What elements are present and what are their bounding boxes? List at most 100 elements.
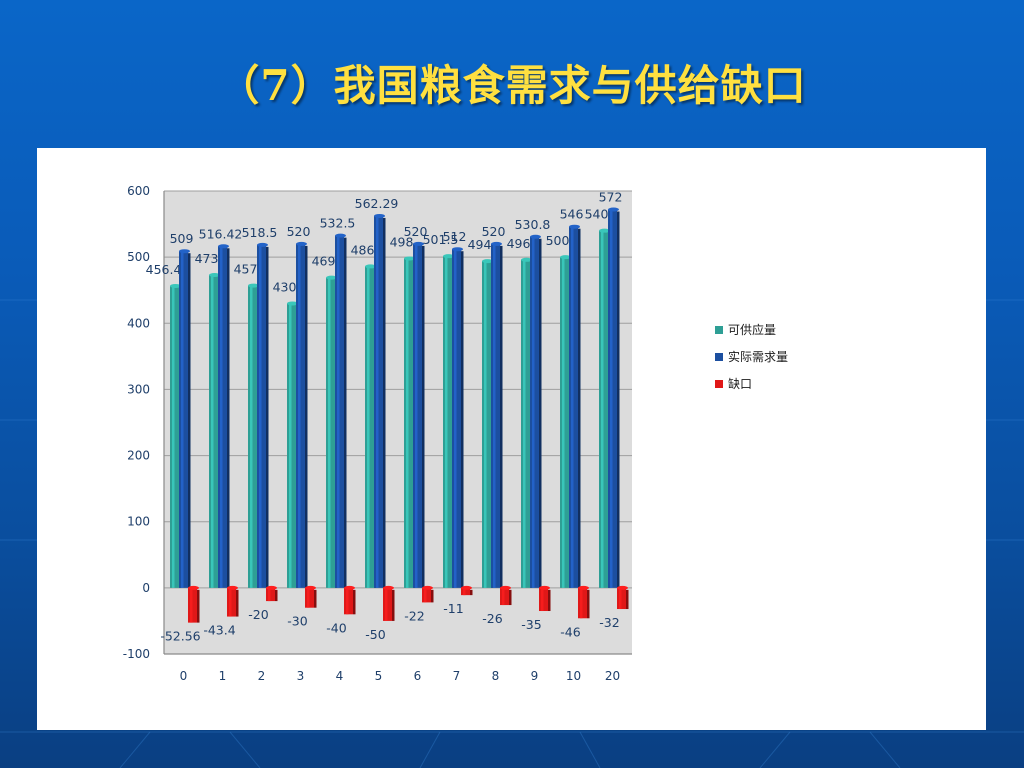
bar-demand-side (539, 238, 542, 588)
data-label-supply: 501.5 (423, 232, 459, 247)
data-label-gap: -43.4 (203, 623, 235, 638)
bar-supply-cap (365, 264, 376, 269)
bar-gap-side (392, 589, 395, 621)
bar-demand-highlight (181, 251, 184, 588)
data-label-supply: 456.44 (146, 262, 190, 277)
data-label-supply: 540 (585, 207, 609, 222)
bar-gap-highlight (502, 587, 505, 606)
bar-demand-side (227, 248, 230, 588)
chart-legend: 可供应量 实际需求量 缺口 (715, 316, 788, 397)
bar-demand-side (500, 245, 503, 588)
x-tick-label: 0 (180, 669, 188, 683)
bar-supply-cap (170, 283, 181, 288)
x-tick-label: 2 (258, 669, 266, 683)
bar-supply-cap (521, 257, 532, 262)
data-label-demand: 509 (170, 231, 194, 246)
legend-item-demand: 实际需求量 (715, 343, 788, 370)
bar-gap-cap (344, 585, 355, 590)
data-label-demand: 572 (599, 190, 623, 205)
data-label-demand: 520 (482, 224, 506, 239)
bar-demand-cap (452, 247, 463, 252)
bar-demand-cap (569, 224, 580, 229)
bar-gap-cap (578, 585, 589, 590)
x-tick-label: 3 (297, 669, 305, 683)
bar-gap-highlight (268, 587, 271, 602)
bar-gap-cap (500, 585, 511, 590)
bar-demand-highlight (454, 249, 457, 588)
bar-gap-cap (422, 585, 433, 590)
bar-demand-cap (335, 233, 346, 238)
x-tick-label: 6 (414, 669, 422, 683)
data-label-gap: -35 (521, 617, 541, 632)
bar-supply-cap (599, 228, 610, 233)
bar-gap-cap (383, 585, 394, 590)
data-label-gap: -11 (443, 601, 463, 616)
x-tick-label: 1 (219, 669, 227, 683)
legend-item-gap: 缺口 (715, 370, 788, 397)
bar-chart: -100 0 100 200 300 400 500 600 0 456.44 509 -52.56 1… (123, 184, 632, 683)
legend-label-gap: 缺口 (728, 377, 753, 391)
bar-gap-highlight (190, 587, 193, 623)
bar-supply-highlight (172, 285, 175, 588)
data-label-gap: -50 (365, 627, 385, 642)
bar-demand-side (266, 246, 269, 588)
bar-supply-highlight (250, 285, 253, 588)
data-label-demand: 518.5 (242, 225, 278, 240)
bar-demand-highlight (259, 244, 262, 588)
bar-supply-cap (443, 254, 454, 259)
x-tick-label: 4 (336, 669, 344, 683)
x-tick-label: 10 (566, 669, 581, 683)
data-label-gap: -52.56 (160, 629, 200, 644)
data-label-demand: 520 (287, 224, 311, 239)
bar-supply-highlight (367, 266, 370, 588)
bar-gap-highlight (541, 587, 544, 612)
legend-item-supply: 可供应量 (715, 316, 788, 343)
bar-demand-highlight (220, 246, 223, 588)
bar-demand-highlight (532, 236, 535, 588)
bar-supply-highlight (328, 277, 331, 588)
bar-demand-side (461, 251, 464, 588)
slide-title: （7）我国粮食需求与供给缺口 (217, 61, 807, 110)
bar-demand-cap (179, 249, 190, 254)
bar-gap-highlight (580, 587, 583, 619)
bar-supply-highlight (601, 230, 604, 588)
y-tick-label: 400 (127, 316, 150, 330)
bar-gap-highlight (424, 587, 427, 603)
bar-gap-side (431, 589, 434, 603)
data-label-demand: 530.8 (515, 217, 551, 232)
bar-supply-highlight (484, 261, 487, 588)
bar-gap-cap (227, 585, 238, 590)
bar-supply-cap (482, 259, 493, 264)
bar-supply-highlight (406, 258, 409, 588)
bar-demand-cap (530, 234, 541, 239)
bar-gap-side (314, 589, 317, 608)
plot-area (164, 191, 632, 654)
data-label-supply: 469 (312, 254, 336, 269)
bar-gap-highlight (463, 587, 466, 596)
y-tick-label: 100 (127, 515, 150, 529)
data-label-supply: 486 (351, 242, 375, 257)
bar-demand-side (422, 245, 425, 588)
bar-demand-cap (413, 241, 424, 246)
data-label-supply: 494 (468, 237, 492, 252)
data-label-gap: -30 (287, 614, 307, 629)
bar-gap-side (509, 589, 512, 606)
data-label-demand: 520 (404, 224, 428, 239)
bar-demand-highlight (610, 209, 613, 588)
bar-demand-highlight (376, 215, 379, 588)
legend-label-demand: 实际需求量 (728, 350, 789, 364)
bar-demand-highlight (493, 243, 496, 588)
chart-panel: -100 0 100 200 300 400 500 600 0 456.44 509 -52.56 1… (37, 148, 986, 730)
bar-gap-side (626, 589, 629, 610)
y-tick-label: 600 (127, 184, 150, 198)
data-label-demand: 512 (443, 229, 467, 244)
bar-demand-cap (608, 207, 619, 212)
x-tick-label: 7 (453, 669, 461, 683)
data-label-supply: 496 (507, 236, 531, 251)
data-label-gap: -22 (404, 608, 424, 623)
legend-swatch-gap (715, 379, 723, 388)
bar-supply-cap (326, 275, 337, 280)
bar-gap-cap (266, 585, 277, 590)
legend-swatch-supply (715, 325, 723, 334)
